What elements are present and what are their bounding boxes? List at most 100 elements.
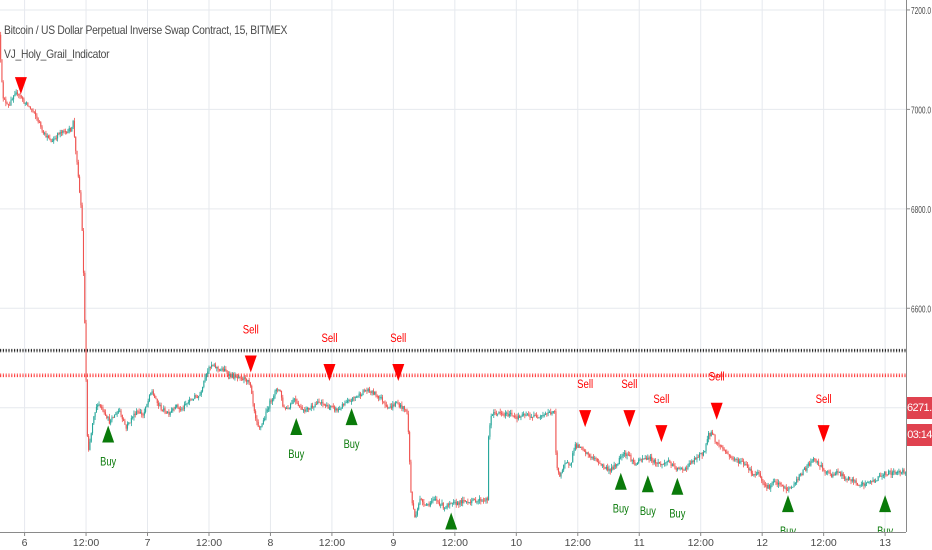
buy-signal-label: Buy — [613, 504, 629, 516]
candle-body — [633, 459, 635, 463]
candle-body — [59, 132, 61, 135]
candle-body — [639, 459, 641, 461]
candle-body — [305, 409, 307, 412]
candle-body — [217, 367, 219, 370]
candle-body — [68, 127, 70, 132]
candle-body — [194, 395, 196, 399]
candle-body — [550, 411, 552, 415]
candle-body — [629, 455, 631, 456]
candle-body — [736, 459, 738, 461]
candle-body — [222, 368, 224, 371]
buy-signal-marker — [345, 408, 358, 426]
candle-body — [563, 465, 565, 471]
candle-body — [752, 473, 754, 476]
time-axis-background[interactable] — [0, 532, 906, 550]
candle-body — [478, 498, 481, 501]
candle-body — [779, 482, 781, 484]
candle-body — [673, 464, 675, 466]
candle-body — [515, 416, 517, 418]
candle-body — [812, 458, 815, 461]
candle-body — [453, 502, 455, 504]
candle-body — [626, 454, 628, 456]
time-tick-label: 11 — [634, 537, 645, 549]
candle-body — [687, 466, 689, 469]
candle-body — [863, 482, 865, 486]
candle-body — [141, 412, 143, 415]
candle-body — [53, 139, 55, 142]
candle-body — [671, 464, 673, 466]
candle-body — [196, 396, 198, 398]
candle-body — [385, 405, 387, 407]
candle-body — [695, 458, 697, 460]
candle-body — [314, 404, 316, 407]
candle-body — [384, 402, 386, 406]
candle-body — [664, 462, 666, 465]
candle-body — [142, 414, 144, 416]
candle-body — [543, 414, 545, 416]
candle-body — [397, 402, 399, 404]
candle-body — [121, 414, 123, 420]
candle-body — [436, 498, 438, 501]
candle-body — [450, 503, 452, 505]
candle-body — [636, 462, 638, 465]
candle-body — [160, 404, 162, 410]
candle-body — [204, 377, 206, 381]
candle-body — [322, 401, 324, 404]
candle-body — [38, 122, 41, 123]
candle-body — [519, 415, 521, 418]
indicator-name[interactable]: VJ_Holy_Grail_Indicator — [4, 47, 110, 61]
candle-body — [493, 412, 495, 416]
candle-body — [864, 483, 866, 486]
buy-signal-marker — [445, 512, 458, 530]
candle-body — [781, 485, 783, 487]
candle-body — [618, 457, 620, 464]
candle-body — [265, 411, 267, 419]
candle-body — [230, 373, 232, 378]
candle-body — [445, 507, 447, 509]
candle-body — [799, 474, 802, 475]
candle-body — [79, 176, 81, 193]
sell-signal-marker — [323, 363, 336, 381]
candle-body — [469, 502, 472, 504]
time-tick-label: 12:00 — [565, 537, 591, 549]
candle-body — [860, 484, 862, 486]
candle-body — [323, 403, 325, 406]
candle-body — [749, 468, 751, 470]
price-axis-background[interactable] — [906, 0, 932, 550]
candle-body — [403, 406, 406, 410]
candle-body — [330, 406, 332, 408]
candle-body — [84, 272, 86, 323]
candle-body — [33, 111, 35, 113]
candle-body — [97, 404, 99, 407]
candle-body — [235, 375, 237, 377]
price-tick-label: 7000.0 — [911, 104, 931, 116]
candle-body — [148, 395, 151, 401]
candle-body — [82, 230, 85, 273]
candle-body — [321, 401, 323, 404]
candle-body — [697, 457, 699, 458]
time-tick-label: 7 — [145, 537, 151, 549]
candle-body — [876, 480, 878, 482]
candle-body — [35, 112, 37, 116]
candle-body — [748, 467, 750, 470]
candle-body — [255, 411, 257, 419]
candle-body — [503, 414, 505, 416]
candle-body — [24, 102, 26, 104]
candle-body — [849, 476, 851, 480]
candle-body — [253, 403, 255, 412]
candle-body — [256, 418, 258, 422]
candle-body — [564, 463, 566, 466]
candle-body — [821, 465, 824, 469]
candle-body — [29, 106, 31, 109]
candle-body — [757, 471, 759, 475]
candle-body — [837, 471, 839, 473]
candle-body — [825, 472, 827, 474]
candle-body — [91, 423, 94, 434]
candle-body — [264, 418, 266, 421]
candle-body — [583, 450, 585, 451]
candle-body — [25, 102, 28, 104]
candle-body — [60, 132, 63, 133]
candle-body — [182, 408, 184, 410]
candle-body — [544, 413, 547, 415]
